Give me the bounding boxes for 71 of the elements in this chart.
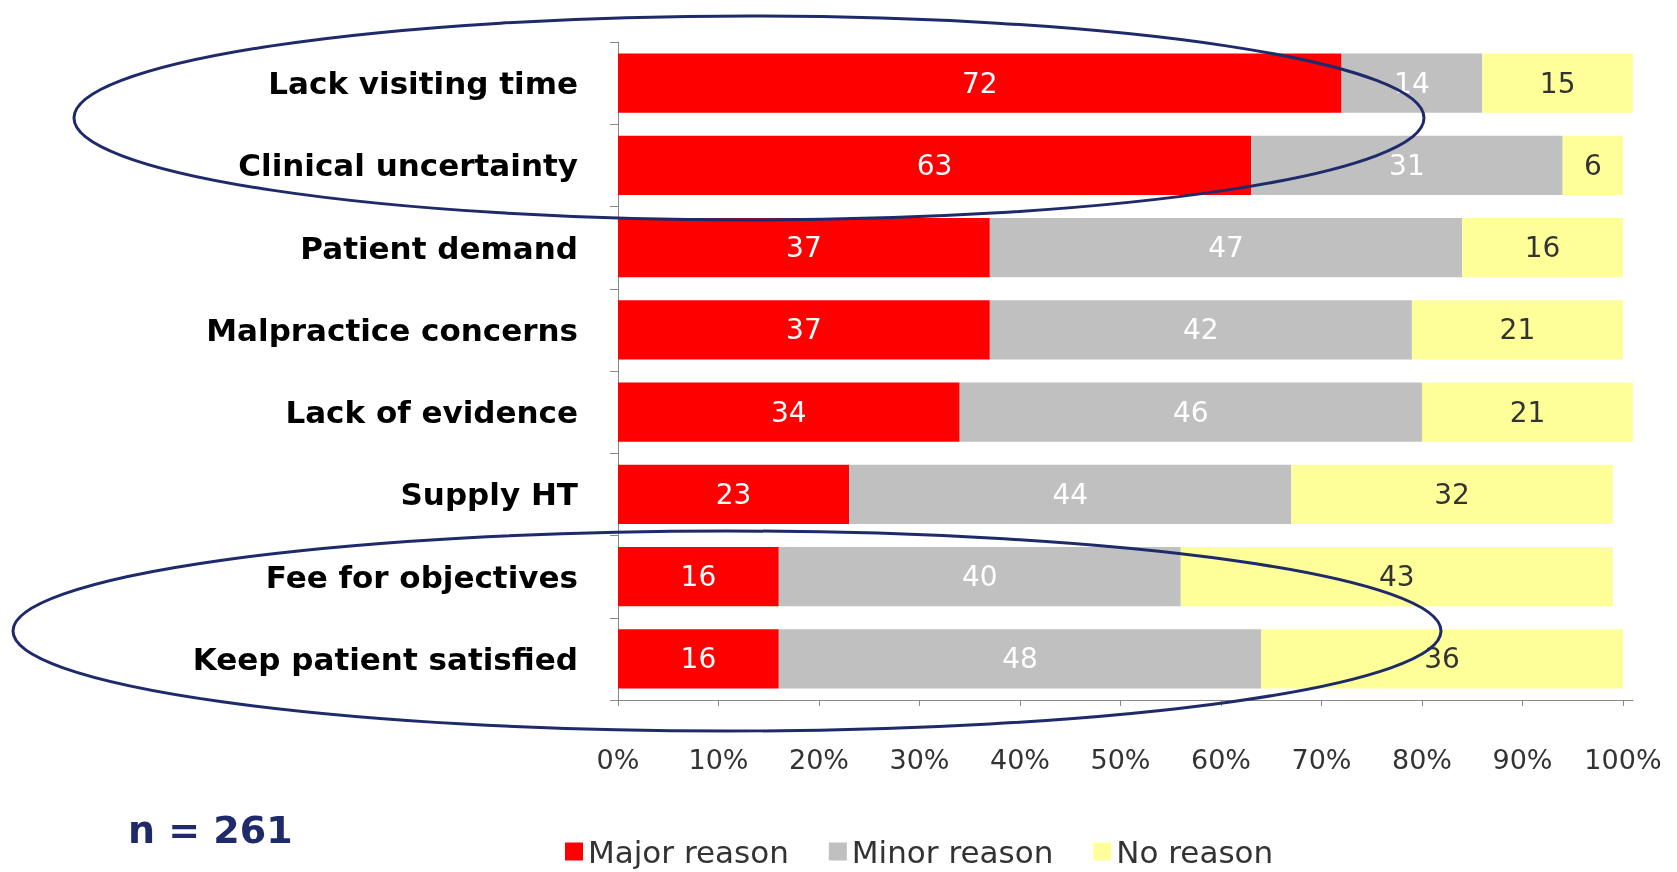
y-tick-label: Fee for objectives <box>265 558 578 595</box>
data-label: 46 <box>1173 395 1209 429</box>
bar <box>1341 53 1483 113</box>
data-label: 36 <box>1424 642 1460 676</box>
x-tick-label: 10% <box>688 744 749 775</box>
bar <box>989 300 1412 360</box>
legend-label: No reason <box>1116 833 1274 870</box>
data-label: 15 <box>1539 66 1576 100</box>
bar <box>1421 382 1633 442</box>
y-tick-label: Patient demand <box>300 229 578 266</box>
bar <box>618 464 850 524</box>
x-tick-label: 60% <box>1190 744 1251 775</box>
legend-label: Major reason <box>588 833 789 870</box>
bar <box>1251 135 1563 195</box>
x-tick-label: 20% <box>788 744 849 775</box>
data-label: 63 <box>916 148 953 182</box>
data-label: 72 <box>961 66 998 100</box>
y-tick-label: Lack visiting time <box>268 65 578 102</box>
y-tick-label: Supply HT <box>400 476 578 513</box>
bar <box>1291 464 1613 524</box>
data-label: 16 <box>1524 231 1561 265</box>
y-tick-label: Keep patient satisfied <box>192 640 578 677</box>
data-label: 37 <box>786 231 822 265</box>
data-label: 40 <box>961 560 998 594</box>
bar <box>618 382 960 442</box>
data-label: 21 <box>1499 313 1536 347</box>
data-label: 43 <box>1379 560 1415 594</box>
bar <box>618 218 990 278</box>
bar <box>1562 135 1623 195</box>
data-label: 37 <box>786 313 822 347</box>
bar <box>989 218 1463 278</box>
text: n = 261 <box>128 808 293 852</box>
y-tick-label: Malpractice concerns <box>206 311 578 348</box>
bar <box>1462 218 1623 278</box>
data-label: 16 <box>680 560 717 594</box>
legend-label: Minor reason <box>851 833 1054 870</box>
data-label: 42 <box>1183 313 1219 347</box>
bar <box>618 629 779 689</box>
data-label: 47 <box>1208 231 1244 265</box>
x-tick-label: 0% <box>596 744 640 775</box>
data-label: 16 <box>680 642 717 676</box>
bar <box>1261 629 1623 689</box>
bar <box>618 53 1342 113</box>
bar <box>1180 547 1613 607</box>
data-label: 44 <box>1052 477 1089 511</box>
data-label: 21 <box>1509 395 1546 429</box>
data-label: 32 <box>1434 477 1470 511</box>
y-tick-label: Clinical uncertainty <box>238 147 578 184</box>
x-tick-label: 70% <box>1291 744 1352 775</box>
data-label: 34 <box>771 395 807 429</box>
data-label: 6 <box>1583 148 1602 182</box>
data-label: 31 <box>1389 148 1425 182</box>
y-tick-label: Lack of evidence <box>285 394 578 431</box>
bar <box>849 464 1292 524</box>
bar <box>778 629 1262 689</box>
data-label: 48 <box>1002 642 1038 676</box>
bar <box>618 547 779 607</box>
data-label: 14 <box>1394 66 1430 100</box>
x-tick-label: 40% <box>989 744 1050 775</box>
bar <box>618 135 1252 195</box>
bar <box>1482 53 1633 113</box>
x-tick-label: 100% <box>1584 744 1662 775</box>
x-tick-label: 30% <box>889 744 950 775</box>
x-tick-label: 90% <box>1492 744 1553 775</box>
bar <box>959 382 1422 442</box>
x-tick-label: 80% <box>1391 744 1452 775</box>
bar <box>618 300 990 360</box>
x-tick-label: 50% <box>1090 744 1151 775</box>
bar <box>1411 300 1623 360</box>
bar <box>778 547 1181 607</box>
data-label: 23 <box>715 477 752 511</box>
